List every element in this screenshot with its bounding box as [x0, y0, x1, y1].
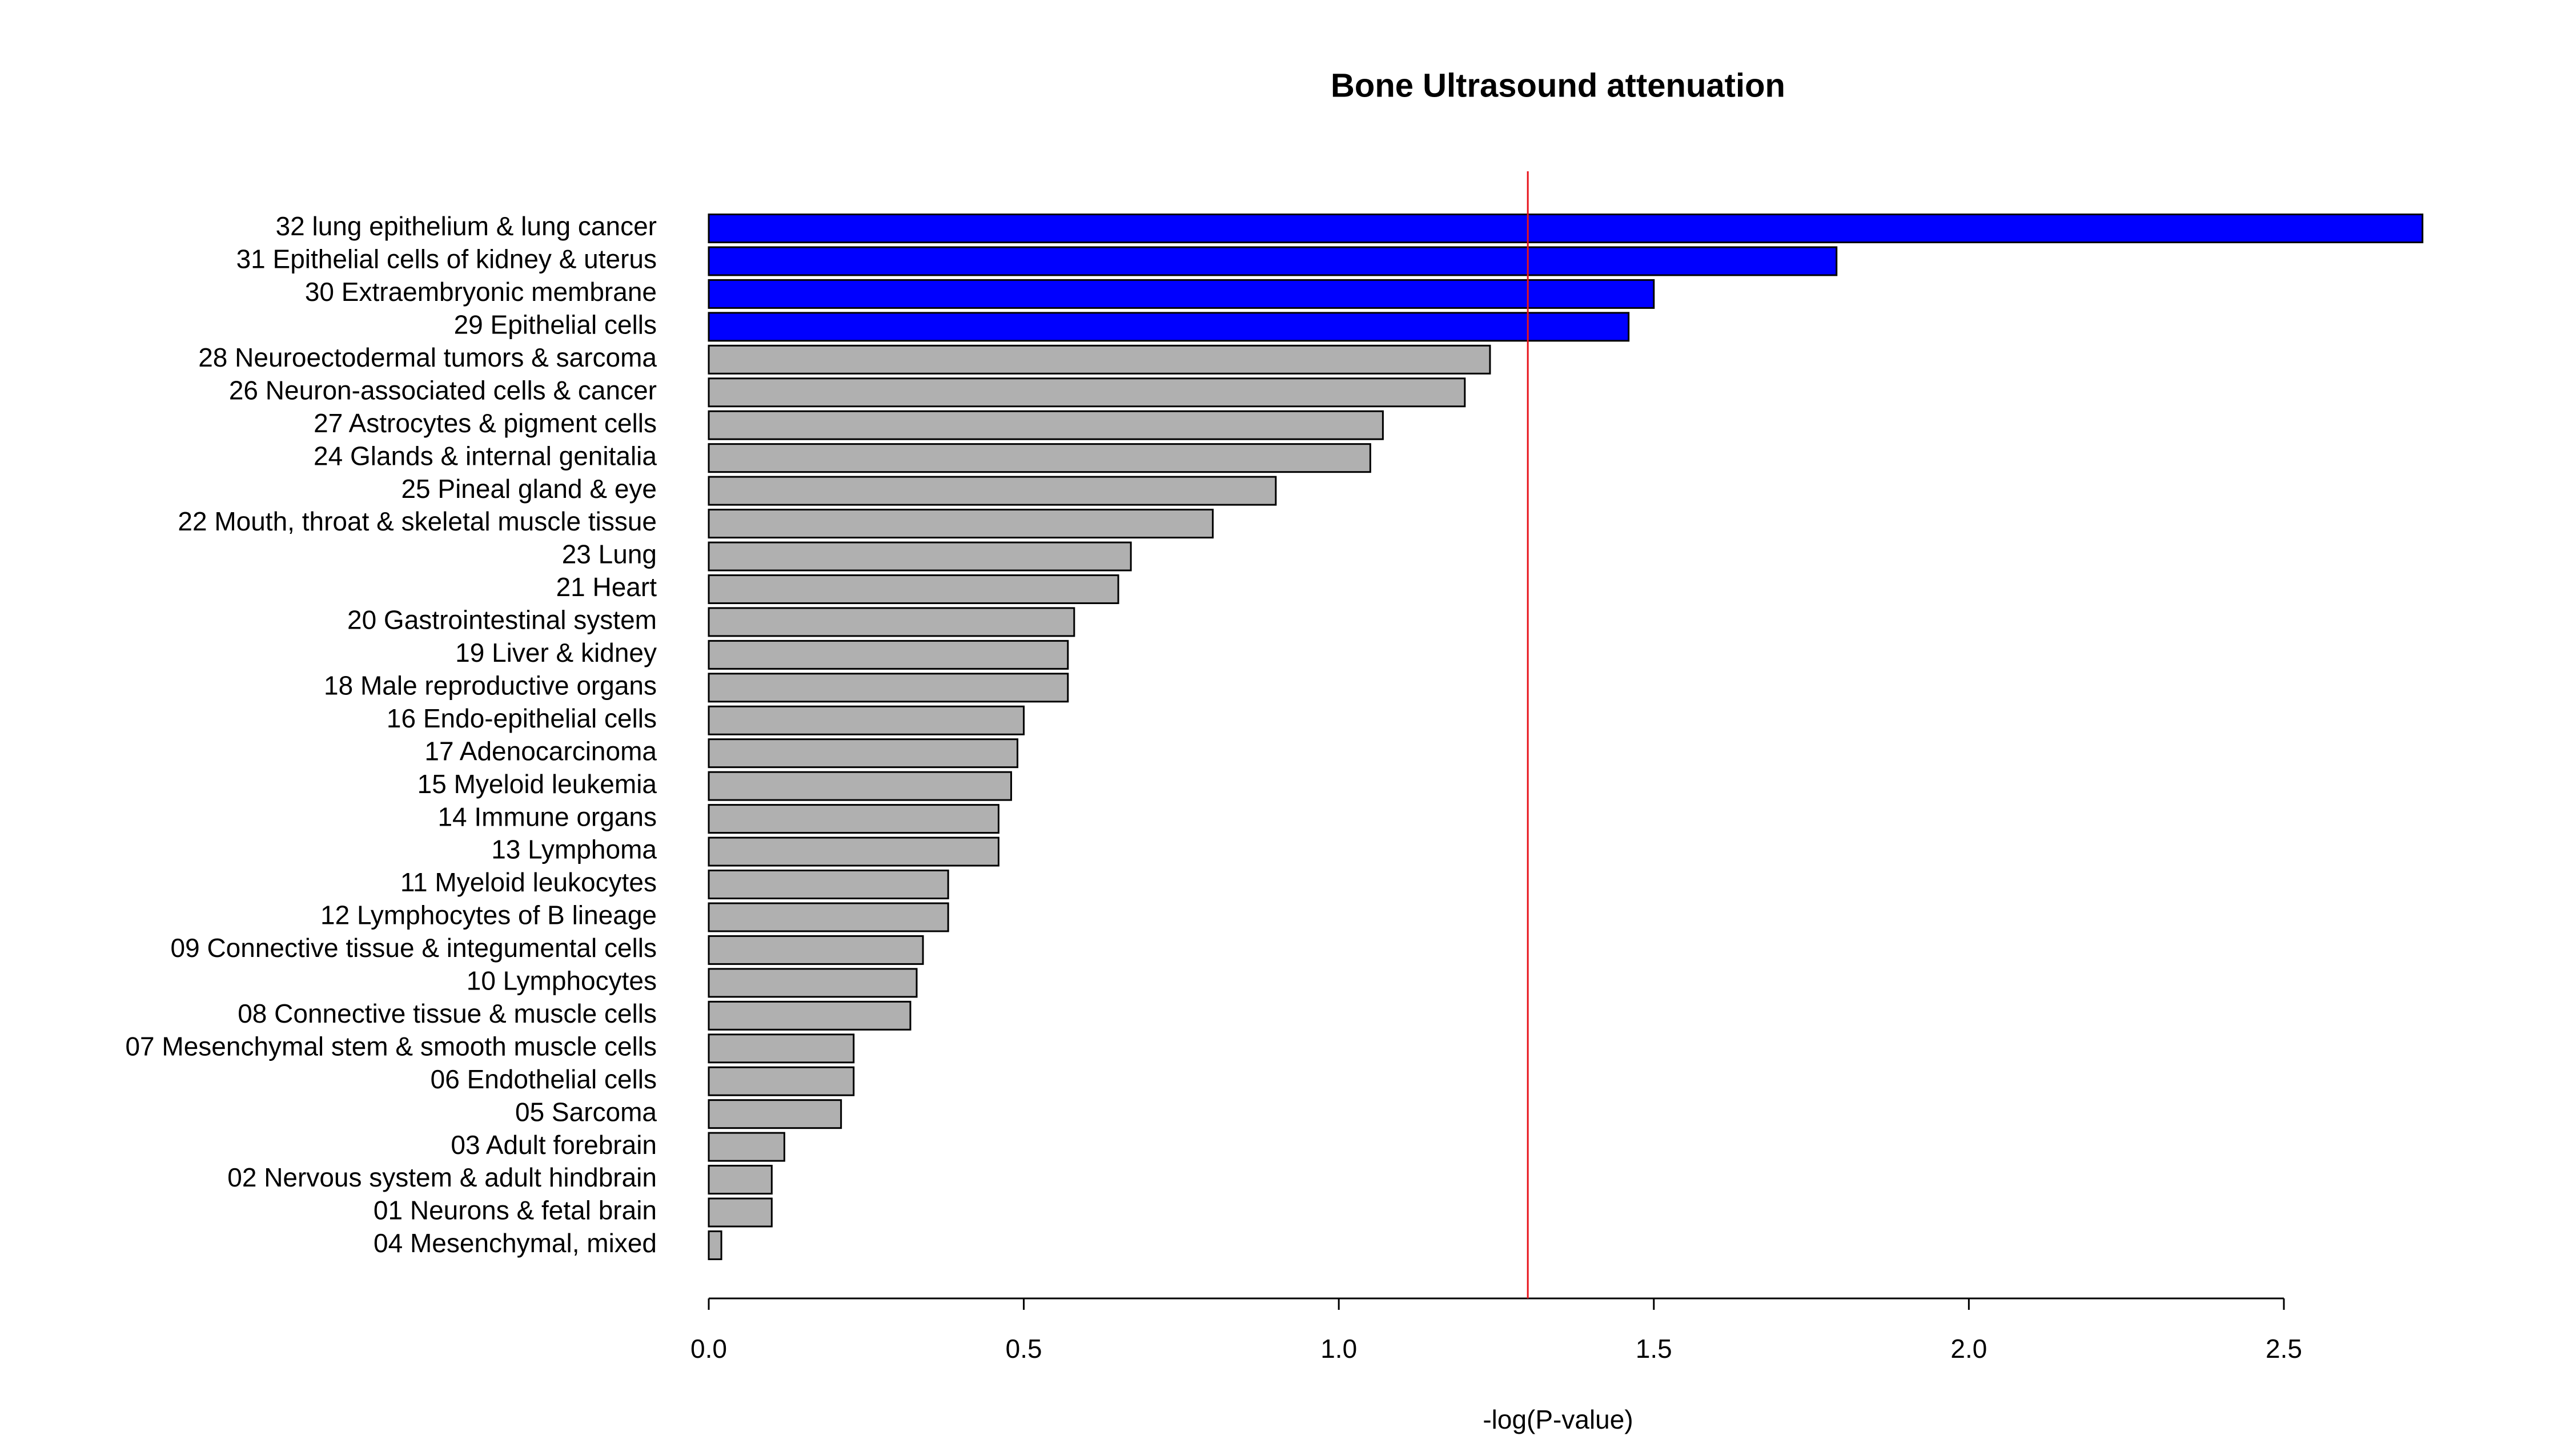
y-tick-label: 17 Adenocarcinoma [424, 736, 657, 766]
y-tick-label: 22 Mouth, throat & skeletal muscle tissu… [178, 506, 657, 536]
bar [708, 673, 1069, 703]
x-tick-label: 1.5 [1636, 1334, 1672, 1364]
bar [708, 574, 1119, 604]
y-tick-label: 24 Glands & internal genitalia [314, 441, 657, 470]
bar [708, 705, 1025, 735]
x-tick-label: 2.5 [2266, 1334, 2302, 1364]
x-tick-label: 0.0 [690, 1334, 727, 1364]
y-tick-label: 06 Endothelial cells [431, 1064, 657, 1094]
bar [708, 509, 1214, 539]
y-tick-label: 11 Myeloid leukocytes [400, 867, 657, 897]
y-tick-label: 14 Immune organs [437, 802, 657, 831]
bar [708, 836, 999, 867]
y-tick-label: 08 Connective tissue & muscle cells [238, 999, 657, 1028]
y-tick-label: 02 Nervous system & adult hindbrain [227, 1163, 657, 1192]
bar [708, 214, 2424, 243]
bar [708, 312, 1630, 342]
y-tick-label: 03 Adult forebrain [451, 1130, 657, 1160]
y-tick-label: 12 Lymphocytes of B lineage [320, 900, 657, 930]
bar [708, 804, 999, 834]
y-tick-label: 18 Male reproductive organs [324, 670, 657, 700]
bar [708, 870, 949, 899]
bar [708, 607, 1075, 637]
bar [708, 476, 1277, 506]
y-tick-label: 28 Neuroectodermal tumors & sarcoma [198, 343, 657, 372]
y-tick-label: 23 Lung [562, 540, 657, 569]
y-tick-label: 16 Endo-epithelial cells [387, 703, 657, 733]
bar [708, 1033, 855, 1064]
x-axis-label: -log(P-value) [1483, 1405, 1633, 1434]
x-tick-label: 1.0 [1320, 1334, 1357, 1364]
bar [708, 935, 924, 965]
y-tick-label: 09 Connective tissue & integumental cell… [171, 933, 657, 963]
x-tick-label: 0.5 [1006, 1334, 1042, 1364]
y-tick-label: 31 Epithelial cells of kidney & uterus [236, 244, 657, 274]
y-tick-label: 15 Myeloid leukemia [417, 769, 657, 799]
y-tick-label: 32 lung epithelium & lung cancer [276, 211, 657, 241]
bar [708, 377, 1466, 408]
bar [708, 1165, 773, 1195]
y-tick-label: 30 Extraembryonic membrane [305, 277, 657, 307]
y-tick-label: 21 Heart [556, 572, 657, 602]
bar [708, 738, 1019, 769]
bar [708, 443, 1371, 473]
y-tick-label: 05 Sarcoma [515, 1097, 657, 1127]
bar [708, 410, 1384, 440]
bar [708, 639, 1069, 670]
bar [708, 1132, 785, 1162]
y-tick-label: 13 Lymphoma [491, 835, 657, 864]
y-tick-label: 19 Liver & kidney [455, 638, 657, 667]
y-tick-label: 27 Astrocytes & pigment cells [314, 408, 657, 438]
bar [708, 246, 1838, 276]
bar [708, 902, 949, 932]
bar [708, 968, 918, 998]
y-tick-label: 25 Pineal gland & eye [401, 474, 657, 504]
bar [708, 541, 1132, 572]
y-tick-label: 10 Lymphocytes [467, 966, 657, 996]
bar [708, 1066, 855, 1096]
bar [708, 1230, 722, 1260]
bar [708, 1000, 911, 1031]
y-tick-label: 20 Gastrointestinal system [347, 605, 657, 635]
bar [708, 279, 1655, 309]
chart-title: Bone Ultrasound attenuation [1331, 67, 1785, 104]
y-tick-label: 01 Neurons & fetal brain [374, 1196, 657, 1225]
y-tick-label: 04 Mesenchymal, mixed [374, 1228, 657, 1258]
bar [708, 344, 1491, 375]
y-tick-label: 07 Mesenchymal stem & smooth muscle cell… [125, 1031, 657, 1061]
bar [708, 1099, 842, 1129]
bar [708, 1197, 773, 1228]
x-tick-label: 2.0 [1950, 1334, 1987, 1364]
y-tick-label: 29 Epithelial cells [454, 310, 657, 340]
bar [708, 771, 1013, 801]
y-tick-label: 26 Neuron-associated cells & cancer [229, 375, 657, 405]
